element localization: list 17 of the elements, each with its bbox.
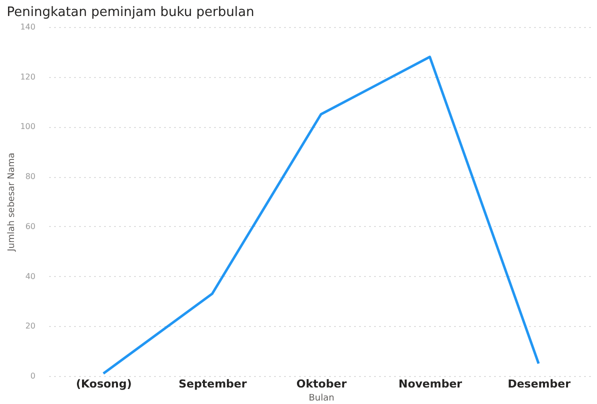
y-tick-label: 0 xyxy=(30,372,36,380)
x-tick-label: Desember xyxy=(508,378,572,390)
x-tick-label: September xyxy=(178,378,248,390)
y-tick-label: 80 xyxy=(25,172,36,182)
y-tick-label: 60 xyxy=(25,222,36,231)
y-axis-title: Jumlah sebesar Nama xyxy=(7,152,18,252)
x-tick-label: Oktober xyxy=(296,378,348,390)
chart-title: Peningkatan peminjam buku perbulan xyxy=(6,5,254,20)
x-axis-title: Bulan xyxy=(308,394,334,404)
y-tick-label: 140 xyxy=(20,22,36,32)
x-tick-label: November xyxy=(398,378,463,390)
y-tick-label: 20 xyxy=(25,322,36,331)
x-tick-label: (Kosong) xyxy=(76,378,132,390)
y-tick-label: 120 xyxy=(20,72,36,82)
y-tick-label: 40 xyxy=(25,272,36,281)
line-series xyxy=(102,56,540,375)
y-tick-label: 100 xyxy=(20,122,36,132)
